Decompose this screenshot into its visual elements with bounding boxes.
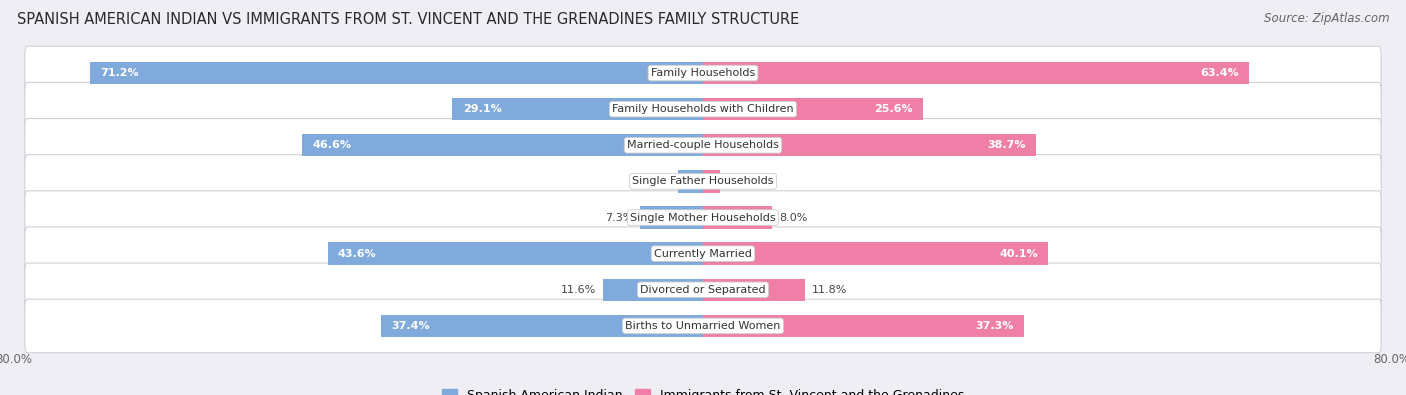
Bar (703, 243, 1049, 265)
FancyBboxPatch shape (25, 155, 1381, 208)
Text: Family Households with Children: Family Households with Children (612, 104, 794, 114)
Bar (703, 98, 924, 120)
Text: 37.4%: 37.4% (391, 321, 430, 331)
Text: 43.6%: 43.6% (337, 249, 377, 259)
Text: 8.0%: 8.0% (779, 213, 807, 222)
FancyBboxPatch shape (25, 118, 1381, 172)
Text: Source: ZipAtlas.com: Source: ZipAtlas.com (1264, 12, 1389, 25)
Legend: Spanish American Indian, Immigrants from St. Vincent and the Grenadines: Spanish American Indian, Immigrants from… (437, 384, 969, 395)
Text: Divorced or Separated: Divorced or Separated (640, 285, 766, 295)
Text: 2.0%: 2.0% (727, 177, 755, 186)
Bar (678, 170, 703, 193)
Bar (328, 243, 703, 265)
Text: 11.8%: 11.8% (811, 285, 846, 295)
Bar (453, 98, 703, 120)
Text: 29.1%: 29.1% (463, 104, 502, 114)
FancyBboxPatch shape (25, 263, 1381, 316)
Bar (703, 315, 1024, 337)
Bar (90, 62, 703, 84)
Text: Births to Unmarried Women: Births to Unmarried Women (626, 321, 780, 331)
FancyBboxPatch shape (25, 191, 1381, 244)
Bar (703, 278, 804, 301)
Bar (703, 134, 1036, 156)
FancyBboxPatch shape (25, 83, 1381, 136)
Text: 46.6%: 46.6% (312, 140, 352, 150)
Text: 25.6%: 25.6% (875, 104, 912, 114)
Text: Single Father Households: Single Father Households (633, 177, 773, 186)
Text: 11.6%: 11.6% (561, 285, 596, 295)
FancyBboxPatch shape (25, 299, 1381, 353)
Bar (703, 62, 1249, 84)
Bar (381, 315, 703, 337)
Bar (302, 134, 703, 156)
Text: Family Households: Family Households (651, 68, 755, 78)
Text: 2.9%: 2.9% (643, 177, 671, 186)
Text: 40.1%: 40.1% (1000, 249, 1038, 259)
Text: Currently Married: Currently Married (654, 249, 752, 259)
Text: SPANISH AMERICAN INDIAN VS IMMIGRANTS FROM ST. VINCENT AND THE GRENADINES FAMILY: SPANISH AMERICAN INDIAN VS IMMIGRANTS FR… (17, 12, 799, 27)
Bar (603, 278, 703, 301)
Text: Married-couple Households: Married-couple Households (627, 140, 779, 150)
Text: 38.7%: 38.7% (987, 140, 1026, 150)
FancyBboxPatch shape (25, 227, 1381, 280)
Text: Single Mother Households: Single Mother Households (630, 213, 776, 222)
Text: 63.4%: 63.4% (1199, 68, 1239, 78)
Bar (703, 170, 720, 193)
Text: 7.3%: 7.3% (605, 213, 633, 222)
FancyBboxPatch shape (25, 46, 1381, 100)
Bar (703, 206, 772, 229)
Text: 37.3%: 37.3% (976, 321, 1014, 331)
Bar (640, 206, 703, 229)
Text: 71.2%: 71.2% (100, 68, 139, 78)
